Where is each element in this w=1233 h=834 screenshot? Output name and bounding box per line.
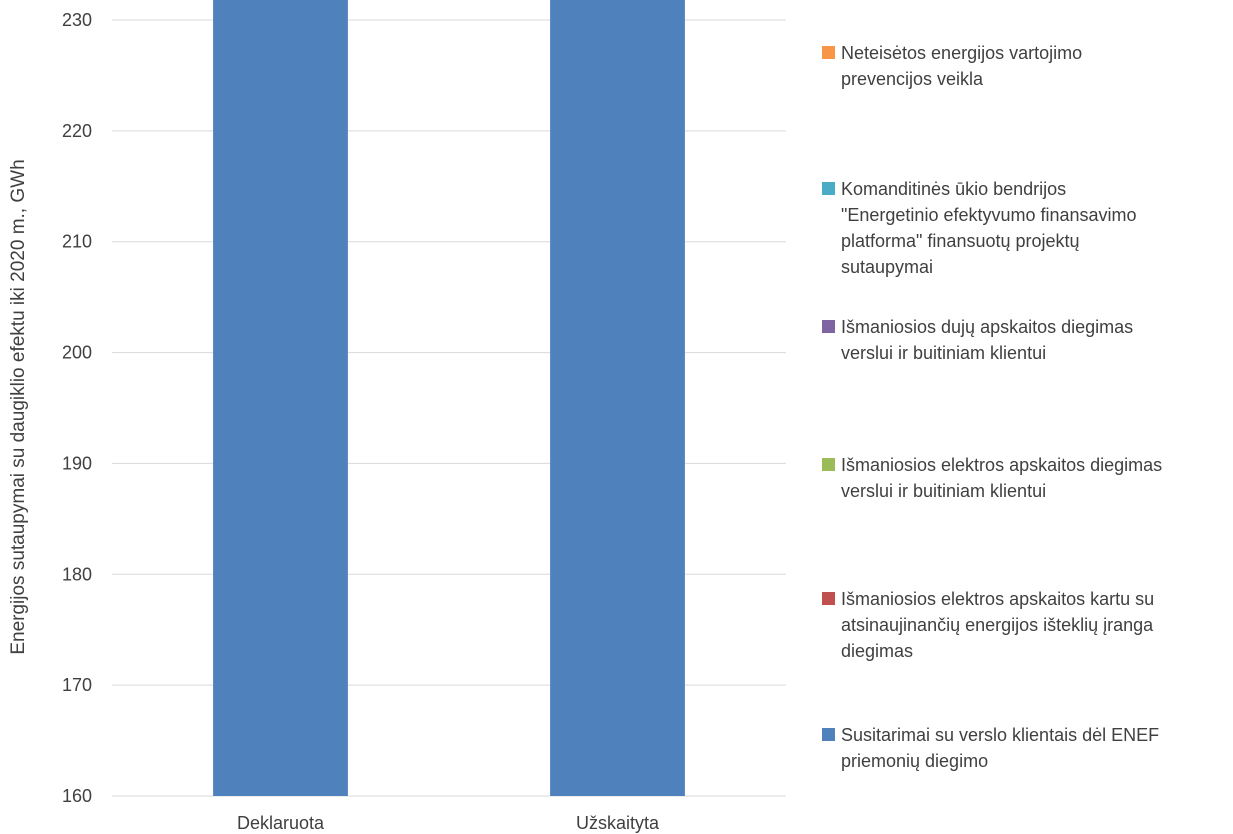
legend-label-line: verslui ir buitiniam klientui	[841, 343, 1047, 363]
bars	[213, 0, 685, 797]
y-tick-label: 230	[62, 10, 92, 30]
legend-label: Išmaniosios elektros apskaitos kartu su a…	[841, 586, 1233, 664]
legend-swatch	[822, 592, 835, 605]
legend-item: Išmaniosios elektros apskaitos kartu su a…	[822, 586, 1233, 664]
legend-label-line: Neteisėtos energijos vartojimo	[841, 43, 1083, 63]
y-tick-label: 170	[62, 675, 92, 695]
legend-label-line: diegimas	[841, 641, 914, 661]
legend-label-line: Išmaniosios elektros apskaitos kartu su	[841, 589, 1155, 609]
legend-item: Komanditinės ūkio bendrijos "Energetinio …	[822, 176, 1233, 280]
legend-swatch	[822, 320, 835, 333]
y-tick-label: 180	[62, 564, 92, 584]
legend-label-line: verslui ir buitiniam klientui	[841, 481, 1047, 501]
category-label: Deklaruota	[237, 813, 325, 833]
legend-label-line: Išmaniosios dujų apskaitos diegimas	[841, 317, 1134, 337]
legend-item: Išmaniosios elektros apskaitos diegimas v…	[822, 452, 1233, 504]
legend-label-line: "Energetinio efektyvumo finansavimo	[841, 205, 1137, 225]
y-tick-label: 190	[62, 453, 92, 473]
y-axis-label: Energijos sutaupymai su daugiklio efektu…	[8, 159, 29, 654]
legend-label: Neteisėtos energijos vartojimo prevencijo…	[841, 40, 1233, 92]
legend-label: Išmaniosios dujų apskaitos diegimas versl…	[841, 314, 1233, 366]
legend-item: Neteisėtos energijos vartojimo prevencijo…	[822, 40, 1233, 92]
legend-swatch	[822, 46, 835, 59]
legend-label-line: Išmaniosios elektros apskaitos diegimas	[841, 455, 1163, 475]
legend-item: Susitarimai su verslo klientais dėl ENEF…	[822, 722, 1233, 774]
legend-label-line: prevencijos veikla	[841, 69, 984, 89]
legend-label-line: Susitarimai su verslo klientais dėl ENEF	[841, 725, 1160, 745]
y-tick-label: 220	[62, 121, 92, 141]
legend-swatch	[822, 458, 835, 471]
legend-label: Išmaniosios elektros apskaitos diegimas v…	[841, 452, 1233, 504]
legend-label: Komanditinės ūkio bendrijos "Energetinio …	[841, 176, 1233, 280]
category-labels: Deklaruota Užskaityta	[237, 813, 660, 833]
y-tick-label: 210	[62, 232, 92, 252]
bar-segment	[550, 0, 685, 797]
legend-label: Susitarimai su verslo klientais dėl ENEF…	[841, 722, 1233, 774]
legend-swatch	[822, 728, 835, 741]
legend-label-line: priemonių diegimo	[841, 751, 989, 771]
legend-label-line: sutaupymai	[841, 257, 934, 277]
bar-segment	[213, 0, 348, 797]
legend-swatch	[822, 182, 835, 195]
category-label: Užskaityta	[576, 813, 660, 833]
y-tick-labels: 160 170 180 190 200 210 220 230	[62, 10, 92, 806]
legend-item: Išmaniosios dujų apskaitos diegimas versl…	[822, 314, 1233, 366]
y-tick-label: 200	[62, 343, 92, 363]
y-tick-label: 160	[62, 786, 92, 806]
legend-label-line: atsinaujinančių energijos išteklių įrang…	[841, 615, 1154, 635]
legend-label-line: Komanditinės ūkio bendrijos	[841, 179, 1067, 199]
legend-label-line: platforma" finansuotų projektų	[841, 231, 1080, 251]
